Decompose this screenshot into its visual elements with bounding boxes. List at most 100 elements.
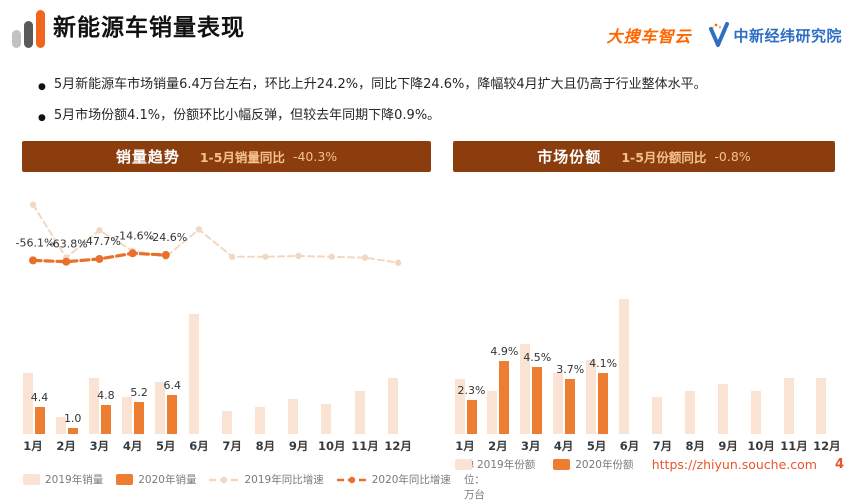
bar-2020	[34, 407, 45, 434]
market-share-chart: 2.3% 1月 4.9% 2月 4.5% 3月 3.7% 4月 4.1% 5月 6月 7月 8月 9月 10…	[450, 178, 850, 460]
legend-item: 2020年销量	[116, 472, 196, 487]
bar-2020	[499, 361, 510, 434]
growth-point-label: -14.6%	[115, 229, 154, 242]
summary-bullets: ● 5月新能源车市场销量6.4万台左右，环比上升24.2%，同比下降24.6%，降…	[38, 76, 838, 138]
bar-2019	[487, 391, 498, 434]
bar-2019	[122, 396, 133, 434]
month-label: 7月	[652, 439, 673, 453]
month-label: 5月	[586, 439, 607, 453]
legend-swatch-icon	[553, 459, 571, 470]
growth-point	[29, 256, 37, 265]
growth-point-label: -24.6%	[148, 231, 187, 244]
bar-2019	[651, 397, 662, 434]
month-label: 2月	[56, 439, 76, 453]
bar-value-label: 4.1%	[589, 357, 618, 371]
bar-chart-icon	[12, 10, 45, 48]
bar-2019	[288, 398, 299, 434]
bullet-item: ● 5月市场份额4.1%，份额环比小幅反弹，但较去年同期下降0.9%。	[38, 107, 838, 127]
growth-point	[195, 226, 203, 233]
bar-2020	[67, 427, 78, 434]
legend-swatch-icon	[455, 459, 472, 470]
growth-point	[128, 249, 137, 258]
bar-2019	[619, 299, 629, 434]
month-label: 11月	[780, 439, 808, 453]
bar-2020	[565, 379, 576, 434]
month-label: 8月	[685, 439, 706, 453]
month-label: 3月	[521, 439, 541, 453]
bar-2019	[354, 391, 365, 434]
growth-point	[95, 254, 104, 263]
bar-2019	[586, 360, 597, 434]
bar-value-label: 4.5%	[523, 351, 552, 365]
jwview-check-icon	[709, 22, 730, 47]
legend-swatch-icon	[116, 474, 134, 485]
legend-label: 2020年同比增速	[371, 474, 451, 486]
growth-point	[96, 227, 103, 234]
growth-point	[361, 254, 369, 261]
bar-2019	[783, 377, 794, 434]
bar-2019	[88, 377, 99, 434]
month-label: 5月	[156, 439, 176, 453]
bar-2019	[221, 410, 232, 434]
bullet-dot-icon: ●	[38, 82, 46, 92]
bullet-text: 5月新能源车市场销量6.4万台左右，环比上升24.2%，同比下降24.6%，降幅…	[53, 77, 707, 92]
bar-value-label: 3.7%	[556, 363, 585, 377]
legend-line-icon	[209, 476, 240, 483]
month-label: 8月	[255, 439, 276, 453]
legend-label: 2020年份额	[575, 459, 634, 471]
legend-label: 2019年份额	[477, 459, 536, 471]
bar-2019	[188, 313, 199, 434]
bar-2019	[750, 391, 761, 434]
footer-url-link[interactable]: https://zhiyun.souche.com	[651, 457, 817, 472]
month-label: 4月	[553, 439, 574, 453]
bar-2019	[717, 383, 728, 434]
growth-point	[295, 252, 302, 260]
legend-item: 2019年份额	[455, 457, 535, 472]
bar-2019	[155, 382, 166, 434]
growth-point	[161, 251, 170, 260]
month-label: 4月	[122, 439, 143, 453]
growth-point-label: -63.8%	[49, 238, 88, 251]
month-label: 6月	[619, 439, 640, 453]
bar-2019	[816, 377, 827, 434]
title-bar: 新能源车销量表现	[12, 8, 245, 48]
bar-value-label: 4.8	[97, 388, 115, 402]
bullet-dot-icon: ●	[38, 113, 46, 123]
sales-trend-chart: 4.4 1月 1.0 2月 4.8 3月 5.2 4月 6.4 5月 6月 7月 8月 9月 10月 11月 1…	[16, 178, 435, 460]
market-share-header: 市场份额 1-5月份额同比 -0.8%	[453, 141, 835, 172]
sales-trend-subtitle-value: -40.3%	[292, 149, 338, 164]
month-label: 9月	[288, 439, 309, 453]
legend-item: 2019年销量	[23, 472, 103, 487]
jwview-logo-text: 中新经纬研究院	[733, 26, 842, 45]
footer: https://zhiyun.souche.com 4	[652, 457, 844, 472]
bar-value-label: 4.9%	[490, 345, 519, 359]
month-label: 7月	[222, 439, 242, 453]
month-label: 12月	[813, 439, 841, 453]
jwview-logo: 中新经纬研究院	[707, 22, 842, 48]
market-share-legend: 2019年份额 2020年份额	[455, 457, 633, 472]
bar-2019	[684, 391, 695, 434]
souche-zhiyun-logo: 大搜车智云	[606, 27, 692, 46]
month-label: 3月	[89, 439, 110, 453]
growth-line-2019	[32, 203, 400, 264]
growth-point-label: -47.7%	[82, 235, 121, 248]
market-share-subtitle-value: -0.8%	[714, 149, 751, 164]
bar-2019	[55, 416, 66, 434]
page-title: 新能源车销量表现	[53, 15, 245, 41]
bar-2020	[532, 367, 543, 434]
month-label: 2月	[488, 439, 508, 453]
month-label: 1月	[455, 439, 475, 453]
legend-label: 2020年销量	[138, 474, 197, 486]
legend-line-icon	[336, 476, 367, 483]
sales-trend-title: 销量趋势	[115, 148, 180, 166]
month-label: 12月	[384, 439, 412, 453]
growth-point	[262, 253, 269, 260]
bar-value-label: 6.4	[163, 378, 182, 392]
logos: 大搜车智云 中新经纬研究院	[606, 22, 842, 48]
bar-2019	[254, 406, 265, 434]
bar-2020	[598, 373, 609, 434]
sales-trend-legend: 2019年销量2020年销量2019年同比增速2020年同比增速单位：万台	[23, 457, 485, 502]
bar-value-label: 2.3%	[457, 383, 486, 397]
bar-value-label: 5.2	[130, 386, 148, 400]
growth-point	[229, 253, 236, 260]
